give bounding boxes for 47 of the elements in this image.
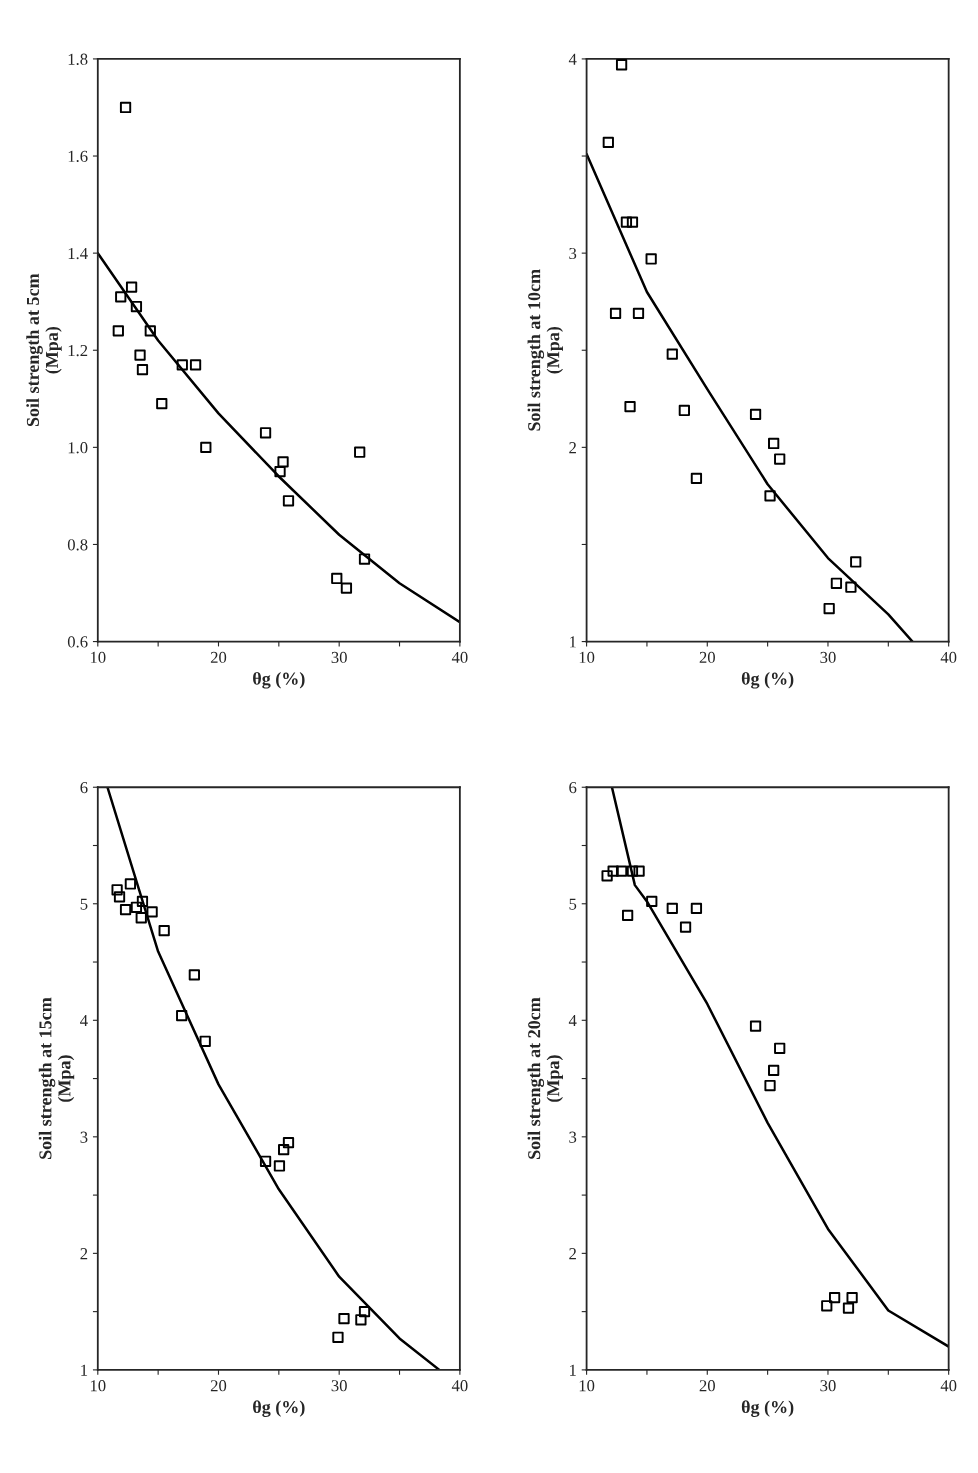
x-tick-label: 20 <box>210 1380 227 1392</box>
y-tick-label: 2 <box>569 442 576 454</box>
y-tick-label: 5 <box>569 898 577 910</box>
y-tick-label: 0.8 <box>67 539 88 551</box>
x-axis-title: θg (%) <box>741 671 794 689</box>
x-axis-title: θg (%) <box>741 1400 794 1417</box>
y-tick-label: 4 <box>80 1015 88 1027</box>
y-tick-label: 4 <box>568 53 577 65</box>
y-axis-title: Soil strength at 20cm (Mpa) <box>527 997 563 1159</box>
x-tick-label: 30 <box>331 651 347 664</box>
x-tick-label: 10 <box>579 651 595 664</box>
y-tick-label: 1.8 <box>68 53 88 65</box>
y-tick-label: 1 <box>570 1364 576 1376</box>
x-tick-label: 10 <box>90 651 106 664</box>
y-axis-title: Soil strength at 15cm (Mpa) <box>38 997 75 1159</box>
y-tick-label: 3 <box>569 1131 577 1143</box>
x-tick-label: 20 <box>699 651 715 664</box>
y-tick-label: 1 <box>81 1364 88 1376</box>
x-tick-label: 40 <box>940 1380 957 1392</box>
x-tick-label: 40 <box>451 1380 468 1392</box>
x-tick-label: 30 <box>820 1380 836 1392</box>
y-tick-label: 4 <box>568 1015 577 1027</box>
x-tick-label: 30 <box>331 1380 347 1392</box>
x-tick-label: 40 <box>451 651 468 664</box>
y-tick-label: 2 <box>569 1248 576 1260</box>
y-tick-label: 3 <box>80 1131 88 1143</box>
y-tick-label: 2 <box>80 1248 88 1260</box>
x-tick-label: 40 <box>940 651 957 664</box>
y-tick-label: 1.2 <box>68 344 88 357</box>
y-tick-label: 1.0 <box>68 442 88 454</box>
y-tick-label: 1.4 <box>68 247 88 260</box>
y-tick-label: 1.6 <box>68 150 88 163</box>
y-tick-label: 1 <box>570 636 576 648</box>
x-tick-label: 20 <box>699 1380 715 1392</box>
y-tick-label: 0.6 <box>67 636 88 648</box>
y-tick-label: 6 <box>80 781 88 794</box>
y-tick-label: 3 <box>569 247 577 260</box>
x-axis-title: θg (%) <box>253 1400 305 1417</box>
y-axis-title: Soil strength at 5cm (Mpa) <box>26 273 62 427</box>
x-axis-title: θg (%) <box>253 671 305 689</box>
x-tick-label: 20 <box>210 651 227 664</box>
y-tick-label: 5 <box>80 898 88 910</box>
y-tick-label: 6 <box>569 781 577 794</box>
x-tick-label: 10 <box>90 1380 106 1392</box>
x-tick-label: 10 <box>579 1380 595 1392</box>
x-tick-label: 30 <box>820 651 836 664</box>
y-axis-title: Soil strength at 10cm (Mpa) <box>527 269 563 431</box>
